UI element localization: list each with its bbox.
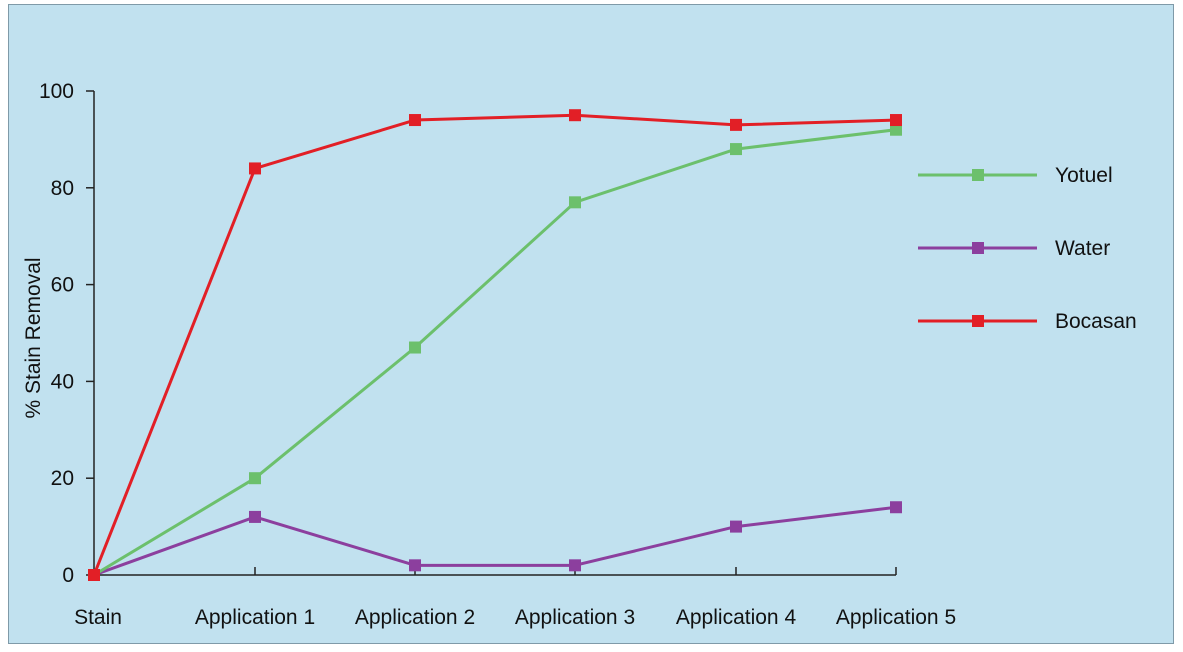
y-tick-label: 80: [51, 177, 74, 200]
x-tick-label: Application 4: [676, 606, 797, 629]
data-point-water: [730, 520, 742, 533]
data-point-water: [890, 501, 902, 514]
y-tick-label: 0: [62, 564, 74, 587]
legend-marker-yotuel: [972, 169, 984, 181]
data-point-yotuel: [409, 341, 421, 354]
legend-marker-water: [972, 242, 984, 254]
x-tick-label: Application 3: [515, 606, 635, 629]
data-point-water: [569, 559, 581, 572]
data-point-yotuel: [890, 123, 902, 136]
y-tick-label: 60: [51, 274, 74, 297]
data-point-bocasan: [890, 114, 902, 127]
legend-label-bocasan: Bocasan: [1055, 310, 1137, 333]
data-point-yotuel: [730, 143, 742, 156]
legend: Yotuel Water Bocasan: [918, 164, 1137, 333]
data-point-bocasan: [249, 162, 261, 175]
series-line-yotuel: [93, 128, 897, 577]
y-tick-label: 20: [51, 467, 74, 490]
axes: 0 20 40 60 80 100 Stain Application 1 Applicatio…: [39, 80, 956, 629]
series-markers: [88, 109, 902, 581]
data-point-water: [409, 559, 421, 572]
x-tick-label: Application 2: [355, 606, 475, 629]
x-tick-label: Stain: [74, 606, 122, 629]
y-axis-title: % Stain Removal: [22, 257, 45, 418]
data-point-bocasan: [730, 118, 742, 131]
data-point-water: [249, 510, 261, 523]
legend-label-yotuel: Yotuel: [1055, 164, 1113, 187]
x-tick-label: Application 1: [195, 606, 315, 629]
data-point-bocasan: [569, 109, 581, 122]
legend-marker-bocasan: [972, 315, 984, 327]
data-point-bocasan: [409, 114, 421, 127]
data-point-yotuel: [249, 472, 261, 485]
series-line-bocasan: [92, 113, 897, 576]
data-point-yotuel: [569, 196, 581, 209]
x-tick-label: Application 5: [836, 606, 956, 629]
data-point-bocasan: [88, 569, 100, 581]
y-tick-label: 40: [51, 370, 74, 393]
legend-label-water: Water: [1055, 237, 1110, 260]
series-line-water: [93, 505, 897, 577]
series-lines: [92, 113, 897, 577]
y-tick-label: 100: [39, 80, 74, 103]
